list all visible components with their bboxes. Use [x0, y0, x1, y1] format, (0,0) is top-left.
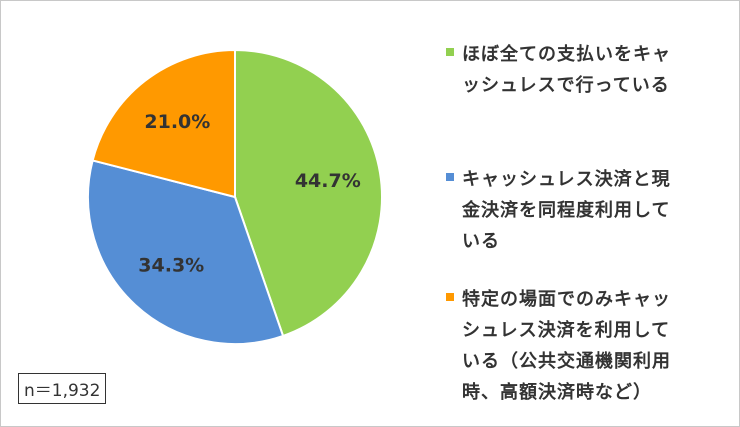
legend-item: 特定の場面でのみキャッシュレス決済を利用している（公共交通機関利用時、高額決済時…: [446, 284, 686, 408]
value-label: 44.7%: [295, 170, 361, 192]
sample-note: n＝1,932: [18, 373, 107, 404]
value-label: 21.0%: [144, 111, 210, 133]
pie-slice: [234, 48, 383, 338]
pie-slice: [91, 48, 236, 199]
legend-label: キャッシュレス決済と現金決済を同程度利用している: [462, 169, 671, 252]
value-label: 34.3%: [138, 255, 204, 277]
legend-swatch: [446, 293, 454, 301]
legend-label: ほぼ全ての支払いをキャッシュレスで行っている: [462, 44, 671, 96]
legend-swatch: [446, 48, 454, 56]
legend-swatch: [446, 173, 454, 181]
legend-label: 特定の場面でのみキャッシュレス決済を利用している（公共交通機関利用時、高額決済時…: [462, 289, 671, 403]
legend-item: キャッシュレス決済と現金決済を同程度利用している: [446, 164, 686, 257]
pie-slice: [87, 159, 285, 345]
legend-item: ほぼ全ての支払いをキャッシュレスで行っている: [446, 39, 686, 101]
